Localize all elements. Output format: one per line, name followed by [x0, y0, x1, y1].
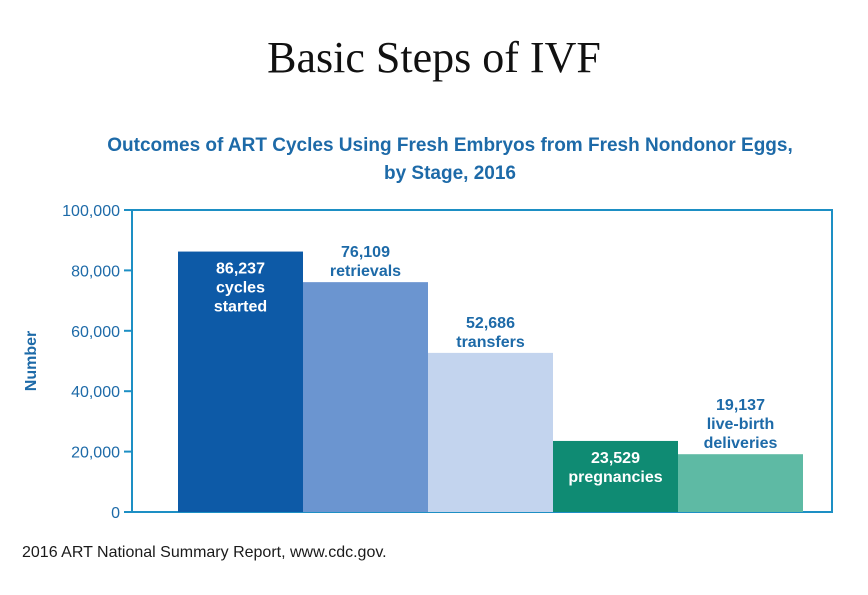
bar-value-label: 52,686	[466, 315, 515, 332]
y-tick-label: 60,000	[71, 324, 120, 341]
y-tick-label: 100,000	[62, 203, 120, 220]
bar-chart: 0 20,000 40,000 60,000 80,000 100,000 Number 86…	[23, 203, 833, 522]
bar-value-label: 86,237	[216, 261, 265, 278]
bar-category-label: live-birth	[707, 416, 775, 433]
bar-value-label: 23,529	[591, 450, 640, 467]
bar-transfers	[428, 352, 553, 512]
chart-title-block: Outcomes of ART Cycles Using Fresh Embry…	[80, 132, 820, 188]
y-tick-label: 20,000	[71, 445, 120, 462]
y-axis-label: Number	[23, 331, 40, 391]
y-tick-label: 0	[111, 505, 120, 522]
bar-category-label: started	[214, 299, 267, 316]
bar-pregnancies	[553, 440, 678, 512]
chart-title: Outcomes of ART Cycles Using Fresh Embry…	[107, 135, 793, 156]
bar-category-label: cycles	[216, 280, 265, 297]
bar-category-label: transfers	[456, 334, 525, 351]
bar-category-label: deliveries	[704, 435, 778, 452]
bar-retrievals	[303, 282, 428, 512]
y-tick-label: 40,000	[71, 384, 120, 401]
y-tick-label: 80,000	[71, 263, 120, 280]
bar-category-label: retrievals	[330, 263, 401, 280]
bar-category-label: pregnancies	[568, 469, 662, 486]
chart-subtitle: by Stage, 2016	[383, 163, 517, 184]
bar-cycles-started	[178, 251, 303, 512]
source-citation: 2016 ART National Summary Report, www.cd…	[22, 544, 387, 561]
bar-value-label: 19,137	[716, 397, 765, 414]
bar-value-label: 76,109	[341, 244, 390, 261]
bar-live-birth-deliveries	[678, 454, 803, 512]
slide-title: Basic Steps of IVF	[267, 33, 601, 82]
